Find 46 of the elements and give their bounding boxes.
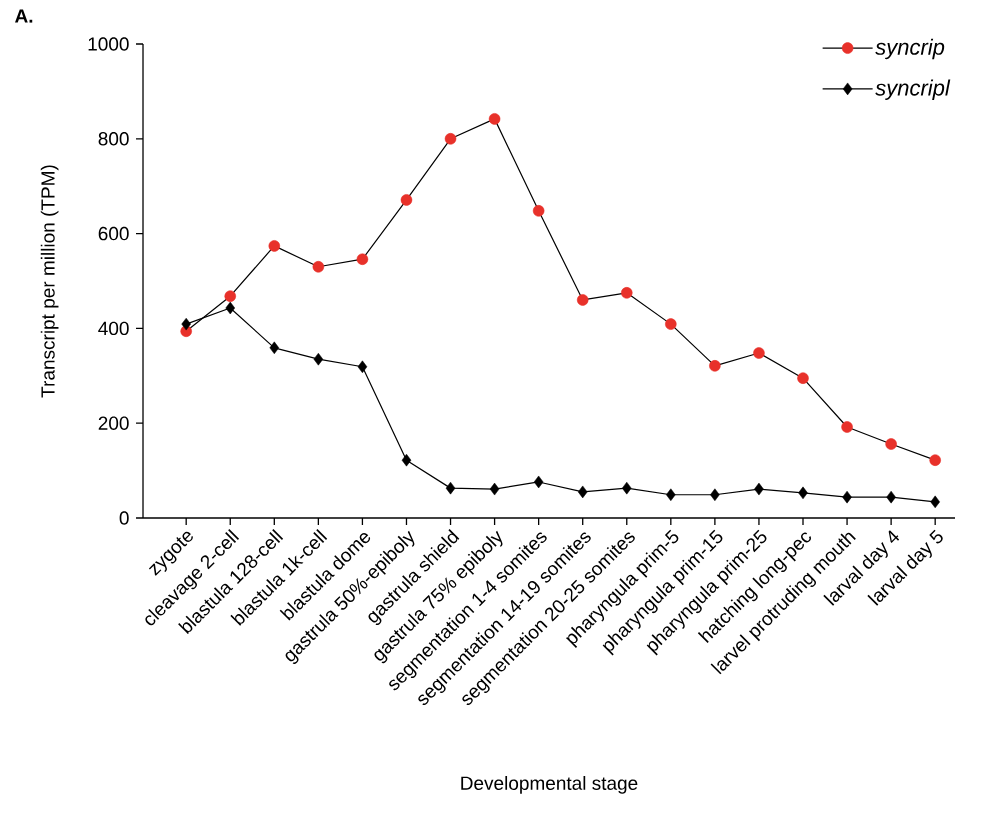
legend-label: syncrip bbox=[875, 38, 945, 60]
point bbox=[401, 453, 412, 467]
text: A. bbox=[15, 9, 33, 23]
y-tick-label: 1000 bbox=[88, 37, 129, 51]
point bbox=[753, 347, 765, 359]
point bbox=[445, 481, 456, 495]
point bbox=[444, 133, 457, 145]
legend-label: syncripl bbox=[875, 79, 951, 100]
point bbox=[930, 495, 940, 509]
point bbox=[576, 294, 589, 306]
point bbox=[400, 194, 413, 206]
point bbox=[710, 488, 720, 502]
point bbox=[709, 360, 721, 372]
point bbox=[313, 352, 324, 366]
y-tick-label: 0 bbox=[119, 511, 129, 525]
point bbox=[622, 481, 632, 495]
point bbox=[842, 490, 852, 504]
point bbox=[754, 482, 764, 496]
point bbox=[268, 240, 281, 252]
point bbox=[181, 317, 191, 331]
point bbox=[886, 490, 896, 504]
y-tick-label: 600 bbox=[98, 226, 129, 241]
point bbox=[621, 287, 633, 299]
point bbox=[225, 301, 235, 315]
point bbox=[488, 113, 501, 125]
point bbox=[533, 475, 544, 489]
point bbox=[665, 318, 677, 330]
y-tick-label: 200 bbox=[98, 416, 129, 430]
point bbox=[224, 290, 236, 302]
point bbox=[357, 360, 368, 374]
point bbox=[489, 482, 500, 496]
point bbox=[356, 253, 369, 265]
y-tick-label: 400 bbox=[98, 321, 129, 336]
point bbox=[929, 454, 941, 466]
y-axis-title: Transcript per million (TPM) bbox=[40, 165, 59, 398]
y-tick-label: 800 bbox=[98, 132, 129, 146]
x-axis-title: Developmental stage bbox=[461, 775, 638, 794]
point bbox=[798, 486, 808, 500]
point bbox=[666, 488, 676, 502]
point bbox=[312, 261, 325, 273]
point bbox=[532, 205, 545, 217]
point bbox=[841, 421, 853, 433]
point bbox=[797, 372, 809, 384]
point bbox=[885, 438, 897, 450]
point bbox=[577, 485, 588, 499]
point bbox=[269, 341, 280, 355]
